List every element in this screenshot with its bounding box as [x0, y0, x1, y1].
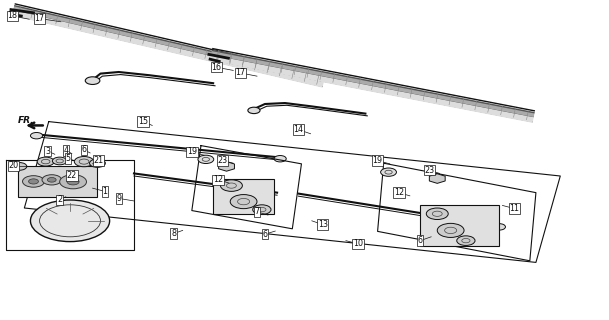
Circle shape [426, 208, 448, 220]
Text: 9: 9 [116, 194, 121, 203]
Text: 7: 7 [255, 207, 259, 216]
Text: 8: 8 [171, 229, 176, 238]
Circle shape [29, 179, 38, 184]
FancyBboxPatch shape [213, 179, 274, 214]
Text: 16: 16 [211, 63, 221, 72]
Text: 19: 19 [187, 148, 197, 156]
Text: 15: 15 [138, 117, 148, 126]
Circle shape [52, 157, 67, 165]
Circle shape [248, 107, 260, 114]
FancyBboxPatch shape [420, 205, 499, 246]
Circle shape [23, 176, 44, 187]
Circle shape [198, 155, 214, 164]
Text: 6: 6 [82, 145, 86, 154]
Circle shape [253, 205, 271, 214]
Text: 10: 10 [353, 239, 363, 248]
Circle shape [67, 179, 79, 185]
Text: 23: 23 [424, 166, 434, 175]
Text: 23: 23 [217, 156, 227, 165]
Circle shape [381, 168, 396, 176]
Circle shape [74, 156, 94, 167]
Text: 17: 17 [236, 68, 245, 77]
Text: 11: 11 [510, 204, 519, 213]
Text: 17: 17 [35, 14, 44, 23]
Circle shape [220, 180, 242, 191]
Text: FR.: FR. [17, 116, 34, 125]
Text: 2: 2 [57, 196, 62, 204]
Circle shape [493, 224, 505, 230]
Circle shape [42, 175, 62, 185]
Text: 1: 1 [102, 187, 107, 196]
Circle shape [457, 236, 475, 245]
Circle shape [85, 77, 100, 84]
Circle shape [60, 175, 86, 189]
Text: 4: 4 [63, 146, 68, 155]
Circle shape [437, 223, 464, 237]
Text: 22: 22 [67, 171, 77, 180]
Text: 14: 14 [294, 125, 303, 134]
Text: 18: 18 [7, 12, 17, 20]
Circle shape [230, 195, 257, 209]
Text: 12: 12 [213, 175, 223, 184]
Text: 6: 6 [418, 236, 423, 245]
Text: 13: 13 [318, 220, 328, 229]
Circle shape [30, 200, 110, 242]
Circle shape [90, 159, 105, 167]
Text: 20: 20 [9, 161, 18, 170]
Circle shape [48, 178, 56, 182]
Text: 21: 21 [94, 156, 104, 165]
Text: 3: 3 [45, 147, 50, 156]
Text: 5: 5 [66, 154, 71, 163]
Text: 19: 19 [373, 156, 382, 165]
Circle shape [274, 156, 286, 162]
Circle shape [12, 163, 27, 170]
Circle shape [37, 157, 54, 166]
Circle shape [30, 132, 43, 139]
Text: 12: 12 [394, 188, 404, 197]
FancyBboxPatch shape [18, 166, 97, 197]
Text: 6: 6 [262, 230, 267, 239]
